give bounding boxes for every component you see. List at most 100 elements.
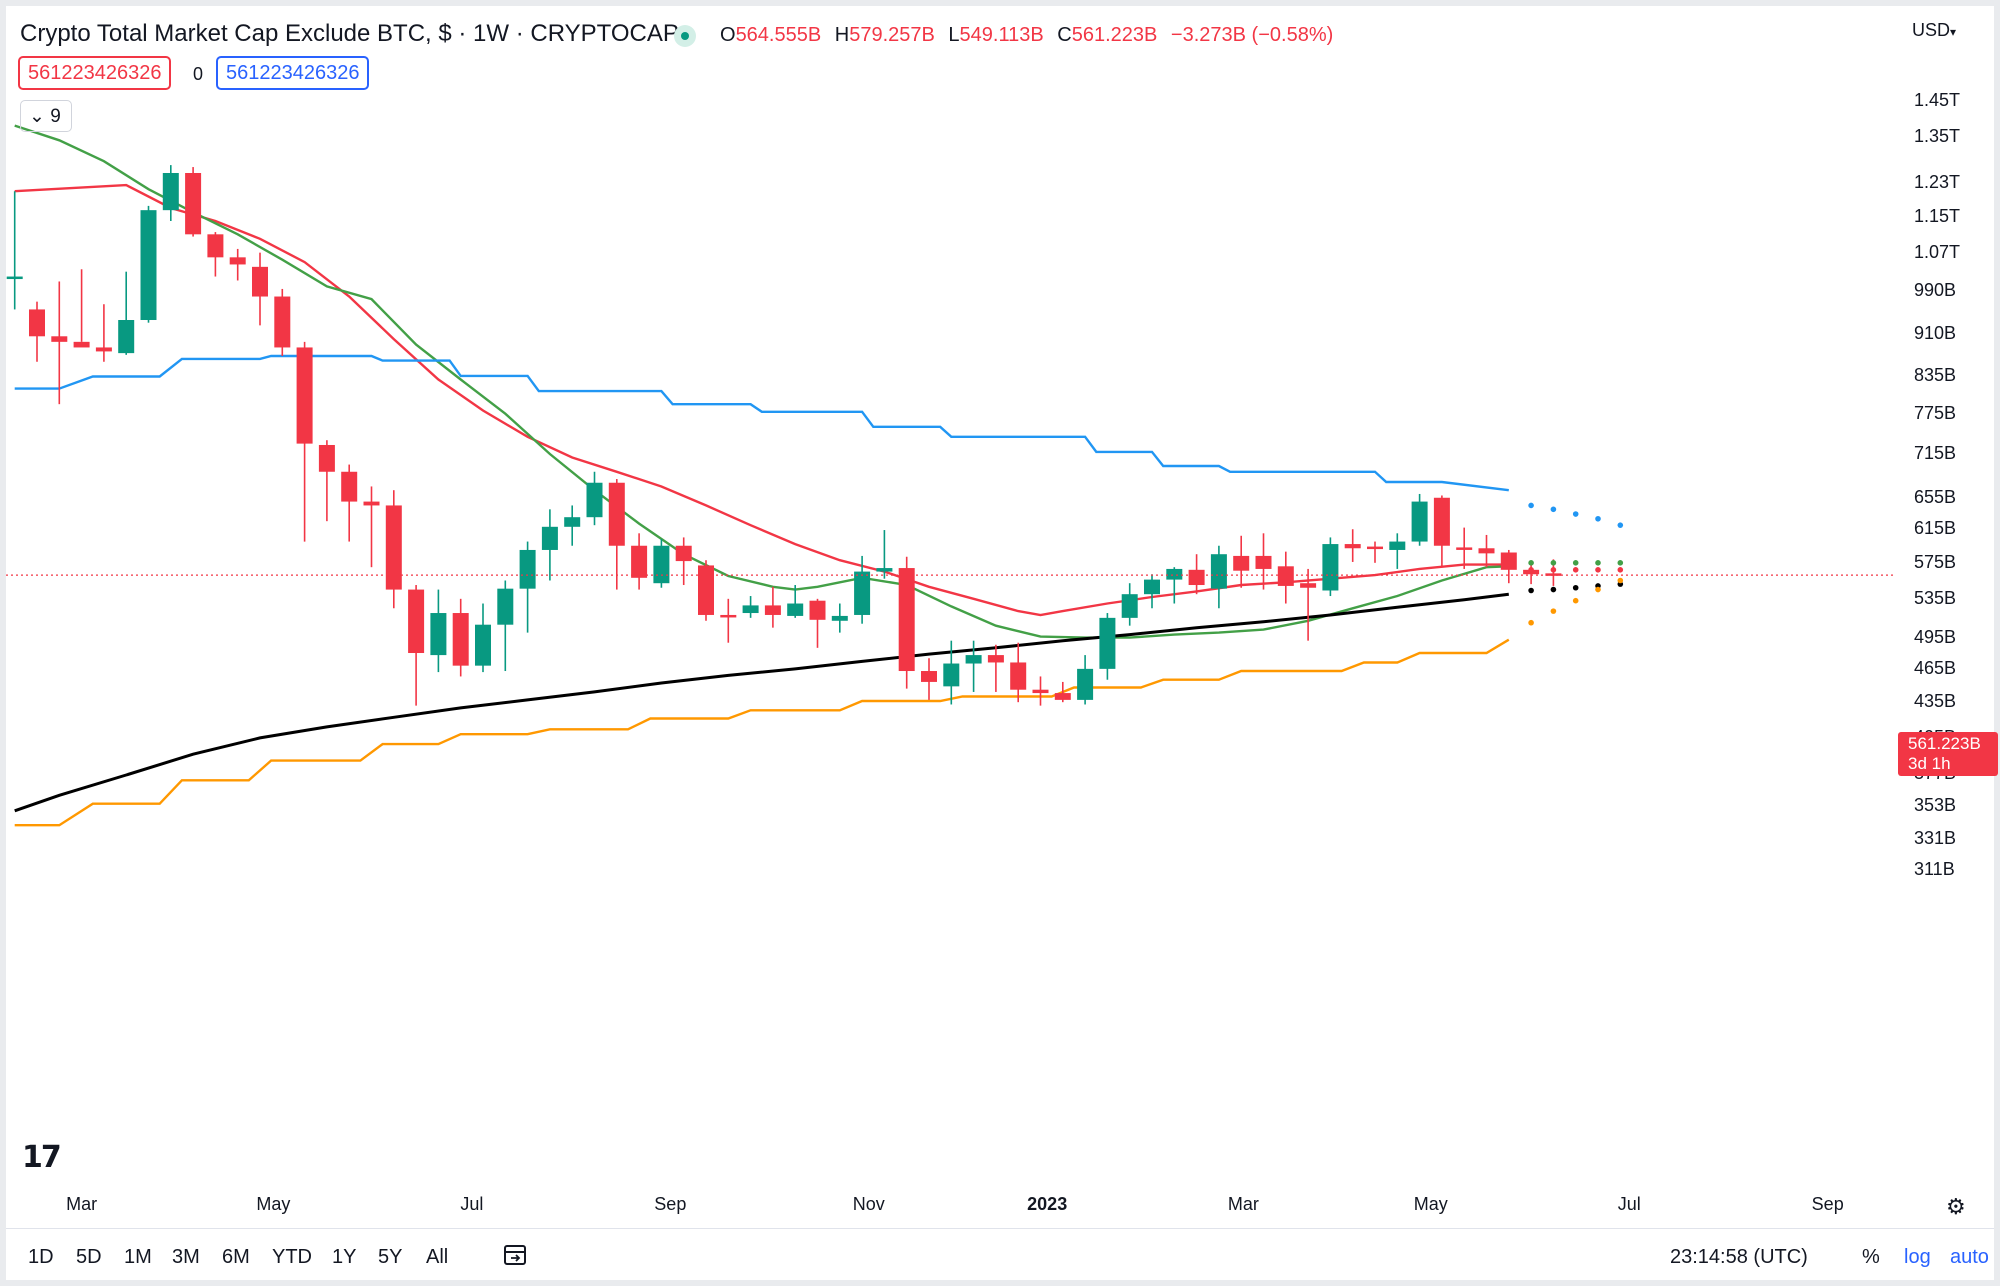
timeframe-button[interactable]: 5Y [378,1246,403,1268]
candle-body [430,613,447,656]
candle-body [965,655,982,664]
candle-body [252,266,268,297]
open-key: O [720,24,736,46]
high-value: 579.257B [849,24,935,46]
gear-icon[interactable]: ⚙ [1946,1194,1966,1219]
projection-dot [1528,619,1534,626]
timeframe-button[interactable]: All [426,1246,449,1268]
candle-body [1054,693,1071,700]
candle-body [764,605,781,615]
clock-readout[interactable]: 23:14:58 (UTC) [1670,1246,1808,1268]
price-tick-label: 615B [1914,518,1957,539]
candle-body [787,603,804,616]
price-tick-label: 1.35T [1914,125,1961,146]
price-tick-label: 575B [1914,551,1957,572]
timeframe-button[interactable]: 3M [172,1246,200,1268]
projection-dot [1528,587,1534,594]
candle-body [1188,569,1205,586]
candle-body [720,614,737,618]
candle-body [921,671,937,682]
candle-body [95,347,112,352]
projection-dot [1595,586,1601,593]
price-tick-label: 495B [1914,626,1957,647]
candle-body [519,549,536,589]
projection-dot [1528,567,1534,573]
percent-scale-button[interactable]: % [1862,1246,1880,1268]
buy-value-box[interactable]: 561223426326 [216,56,370,90]
candle-body [51,336,68,342]
indicator-line-orange [14,638,1510,827]
candle-body [1010,662,1027,690]
current-price-tag: 561.223B 3d 1h [1898,732,1998,776]
candle-body [1277,566,1294,586]
projection-dot [1572,584,1579,591]
tradingview-logo-icon[interactable]: 17 [22,1140,62,1175]
market-status-icon[interactable] [674,25,696,47]
high-key: H [834,24,850,46]
projection-dot [1550,586,1557,593]
close-key: C [1057,24,1072,46]
chart-frame: Crypto Total Market Cap Exclude BTC, $ ·… [6,6,1998,1280]
price-tick-label: 1.15T [1914,205,1961,226]
timeframe-button[interactable]: 6M [222,1246,250,1268]
projection-dot [1572,567,1579,573]
candle-body [1077,668,1094,700]
candle-body [229,257,246,265]
price-tick-label: 715B [1914,442,1957,463]
candle-body [1099,617,1116,669]
candle-body [452,613,469,666]
log-scale-button[interactable]: log [1904,1246,1931,1268]
candle-body [608,482,625,546]
candle-body [1233,555,1250,571]
projection-dot [1595,567,1601,573]
ohlc-values: O564.555B H579.257B L549.113B C561.223B … [720,24,1333,47]
currency-selector[interactable]: USD▾ [1912,20,1956,41]
price-tick-label: 331B [1914,827,1957,848]
timeframe-button[interactable]: YTD [272,1246,312,1268]
projection-dot [1550,608,1557,614]
projection-dot [1572,597,1579,604]
price-tick-label: 655B [1914,486,1957,507]
projection-dot [1550,506,1557,513]
price-chart[interactable] [6,6,1994,1280]
symbol-title[interactable]: Crypto Total Market Cap Exclude BTC, $ ·… [20,20,679,47]
candle-body [854,571,871,615]
time-tick-label: May [256,1194,291,1214]
projection-dot [1617,522,1624,528]
candle-body [296,347,313,444]
candle-body [1255,555,1272,569]
time-tick-label: May [1413,1194,1448,1214]
bar-countdown: 3d 1h [1908,754,1951,773]
candle-body [73,341,90,348]
projection-dot [1617,577,1624,584]
candle-body [497,588,514,625]
timeframe-button[interactable]: 1M [124,1246,152,1268]
candle-body [6,276,23,280]
timeframe-button[interactable]: 5D [76,1246,102,1268]
time-tick-label: 2023 [1027,1194,1068,1214]
price-tick-label: 835B [1914,365,1957,386]
candle-body [564,517,581,527]
projection-dot [1617,560,1624,566]
candle-body [586,482,603,518]
timeframe-button[interactable]: 1D [28,1246,54,1268]
time-tick-label: Jul [1617,1194,1641,1214]
candle-body [274,296,291,348]
indicators-collapse-button[interactable]: ⌄ 9 [20,100,72,132]
candle-body [118,320,135,354]
candle-body [1411,501,1428,542]
candle-body [475,624,491,666]
projection-dot [1572,511,1579,517]
candle-body [698,565,714,615]
timeframe-button[interactable]: 1Y [332,1246,357,1268]
time-tick-label: Mar [66,1194,98,1214]
price-tick-label: 1.07T [1914,241,1961,262]
indicator-line-blue [14,354,1509,492]
candle-body [1300,583,1317,588]
sell-value-box[interactable]: 561223426326 [18,56,172,90]
candle-body [675,545,692,562]
indicator-line-black [14,592,1509,813]
date-range-icon[interactable] [502,1242,528,1268]
candle-body [1433,497,1450,546]
auto-scale-button[interactable]: auto [1950,1246,1989,1268]
